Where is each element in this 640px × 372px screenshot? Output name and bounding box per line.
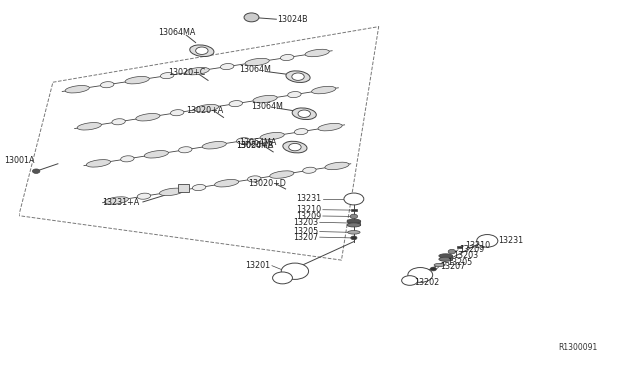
Bar: [440, 256, 452, 260]
Ellipse shape: [294, 129, 308, 135]
Ellipse shape: [195, 105, 219, 112]
Ellipse shape: [305, 49, 329, 57]
Ellipse shape: [248, 176, 261, 182]
Ellipse shape: [77, 122, 101, 130]
Text: 13020+D: 13020+D: [248, 179, 286, 187]
Bar: [348, 221, 360, 225]
Ellipse shape: [137, 193, 150, 199]
Ellipse shape: [283, 141, 307, 153]
Text: 13209: 13209: [296, 212, 322, 221]
Circle shape: [33, 169, 40, 173]
Circle shape: [477, 235, 498, 247]
Ellipse shape: [434, 263, 445, 266]
Ellipse shape: [347, 219, 361, 223]
Ellipse shape: [100, 82, 114, 88]
Text: 13064M: 13064M: [252, 102, 284, 111]
Ellipse shape: [280, 54, 294, 61]
Ellipse shape: [325, 162, 349, 170]
Text: 13202: 13202: [414, 278, 439, 287]
Ellipse shape: [121, 156, 134, 162]
Circle shape: [292, 73, 304, 80]
Text: R1300091: R1300091: [559, 343, 598, 352]
Text: 13207: 13207: [440, 262, 465, 271]
Ellipse shape: [269, 171, 294, 178]
Text: 13020+A: 13020+A: [186, 106, 223, 115]
Ellipse shape: [348, 231, 360, 234]
Text: 13210: 13210: [465, 241, 491, 250]
Text: 13205: 13205: [447, 258, 472, 267]
Ellipse shape: [144, 151, 168, 158]
Ellipse shape: [318, 124, 342, 131]
Ellipse shape: [312, 86, 336, 94]
Ellipse shape: [161, 73, 174, 79]
Circle shape: [408, 267, 433, 282]
Ellipse shape: [189, 45, 214, 57]
Text: 13203: 13203: [293, 218, 319, 227]
Text: 13001A: 13001A: [4, 156, 35, 165]
Ellipse shape: [292, 108, 316, 119]
Ellipse shape: [303, 167, 316, 173]
Circle shape: [196, 47, 208, 54]
Ellipse shape: [125, 77, 149, 84]
Ellipse shape: [229, 100, 243, 107]
Text: 13231: 13231: [296, 195, 322, 203]
Ellipse shape: [136, 113, 160, 121]
Ellipse shape: [159, 188, 184, 196]
Ellipse shape: [237, 138, 250, 144]
Circle shape: [350, 214, 358, 219]
Bar: [178, 184, 189, 192]
Bar: [351, 209, 357, 211]
Ellipse shape: [193, 185, 206, 190]
Circle shape: [244, 13, 259, 22]
Text: 13020+C: 13020+C: [168, 68, 205, 77]
Circle shape: [289, 143, 301, 151]
Circle shape: [344, 193, 364, 205]
Text: 13024B: 13024B: [278, 15, 308, 24]
Bar: [456, 246, 462, 248]
Circle shape: [273, 272, 292, 284]
Text: 13209: 13209: [460, 245, 484, 254]
Text: 13020+B: 13020+B: [236, 141, 273, 150]
Text: 13064MA: 13064MA: [236, 141, 273, 150]
Text: 13203: 13203: [453, 251, 478, 260]
Ellipse shape: [347, 223, 361, 227]
Text: 13064MA: 13064MA: [159, 28, 196, 38]
Ellipse shape: [170, 110, 184, 116]
Ellipse shape: [86, 160, 111, 167]
Ellipse shape: [439, 254, 452, 258]
Text: 13205: 13205: [293, 227, 319, 236]
Circle shape: [448, 249, 456, 254]
Circle shape: [430, 267, 436, 271]
Text: 13064MA: 13064MA: [239, 138, 276, 147]
Circle shape: [402, 276, 418, 285]
Text: 13231+A: 13231+A: [102, 198, 140, 207]
Ellipse shape: [214, 179, 239, 187]
Ellipse shape: [288, 92, 301, 97]
Text: 13231: 13231: [499, 236, 524, 245]
Ellipse shape: [202, 141, 227, 149]
Circle shape: [298, 110, 310, 118]
Ellipse shape: [253, 95, 277, 103]
Ellipse shape: [260, 132, 284, 140]
Ellipse shape: [286, 71, 310, 83]
Ellipse shape: [104, 197, 129, 204]
Text: 13064M: 13064M: [239, 65, 271, 74]
Circle shape: [281, 263, 308, 279]
Text: 13207: 13207: [293, 232, 319, 242]
Ellipse shape: [65, 86, 90, 93]
Ellipse shape: [220, 64, 234, 70]
Text: 13210: 13210: [296, 205, 322, 214]
Ellipse shape: [439, 257, 452, 261]
Ellipse shape: [179, 147, 192, 153]
Ellipse shape: [112, 119, 125, 125]
Text: 13201: 13201: [246, 261, 271, 270]
Ellipse shape: [185, 67, 209, 75]
Ellipse shape: [245, 58, 269, 66]
Circle shape: [351, 236, 357, 240]
